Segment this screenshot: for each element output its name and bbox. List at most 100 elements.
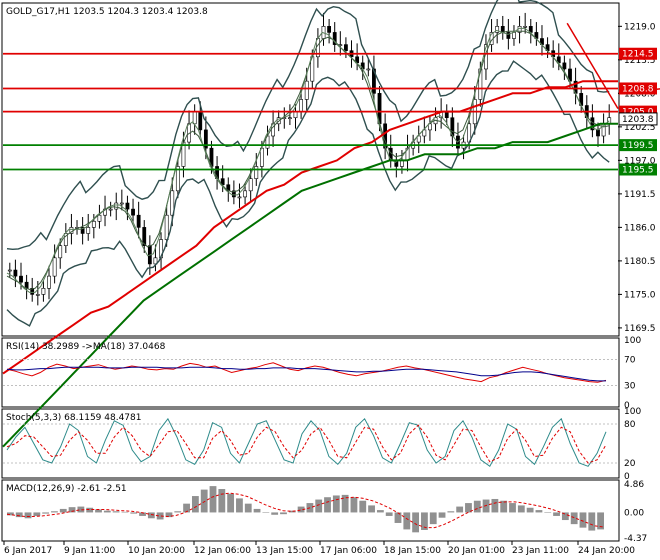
price-tick-label: 1180.5 xyxy=(624,257,656,267)
stoch-title: Stoch(5,3,3) 68.1159 48.4781 xyxy=(6,413,141,423)
candle-body xyxy=(299,99,303,112)
candle-body xyxy=(7,269,12,272)
macd-bar xyxy=(174,511,182,513)
candle-body xyxy=(243,190,247,198)
candle-body xyxy=(47,275,51,289)
macd-bar xyxy=(359,500,367,513)
stoch-tick-label: 0 xyxy=(624,472,630,482)
price-tick-label: 1213.5 xyxy=(624,56,656,66)
candle-body xyxy=(164,214,169,240)
time-tick-label: 6 Jan 2017 xyxy=(4,546,52,556)
price-tick-label: 1197.0 xyxy=(624,156,656,166)
macd-bar xyxy=(7,512,14,516)
rsi-ma-line xyxy=(6,366,606,382)
macd-bar xyxy=(473,500,481,513)
macd-bar xyxy=(33,512,41,516)
candle-body xyxy=(254,166,259,179)
rsi-panel-frame xyxy=(1,337,620,408)
trendline xyxy=(566,22,619,109)
current-price-tag xyxy=(618,112,658,126)
time-tick-label: 18 Jan 15:00 xyxy=(384,546,441,556)
main-title: GOLD_G17,H1 1203.5 1204.3 1203.4 1203.8 xyxy=(6,7,208,17)
candle-body xyxy=(142,227,147,246)
sma-faster xyxy=(6,27,610,293)
macd-plot[interactable] xyxy=(6,486,605,533)
macd-bar xyxy=(280,512,287,515)
candle-body xyxy=(86,227,91,234)
candle-body xyxy=(259,147,264,167)
time-tick-label: 13 Jan 15:00 xyxy=(256,546,313,556)
candle-body xyxy=(198,111,203,131)
macd-bar xyxy=(95,509,102,513)
macd-bar xyxy=(183,503,190,513)
macd-bar xyxy=(42,512,50,514)
macd-bar xyxy=(191,496,199,513)
rsi-tick-label: 0 xyxy=(624,401,630,411)
macd-bar xyxy=(368,505,375,513)
macd-tick-label: 4.86 xyxy=(624,480,644,490)
macd-tick-label: -4.37 xyxy=(624,534,647,544)
candle-body xyxy=(41,288,46,295)
candle-body xyxy=(114,202,119,210)
rsi-title: RSI(14) 38.2989 ->MA(18) 37.0468 xyxy=(6,342,166,352)
candle-body xyxy=(192,111,197,125)
macd-bar xyxy=(438,512,446,518)
axes: 1219.01213.51208.01202.51197.01191.51186… xyxy=(3,22,658,556)
price-plot[interactable] xyxy=(2,0,660,448)
macd-bar xyxy=(421,512,428,530)
candle-body xyxy=(80,227,85,234)
macd-bar xyxy=(121,511,129,513)
macd-bar xyxy=(429,512,437,525)
macd-bar xyxy=(262,512,270,513)
macd-bar xyxy=(394,512,402,523)
macd-bar xyxy=(526,507,534,513)
price-tick-label: 1175.0 xyxy=(624,290,656,300)
macd-bar xyxy=(77,506,85,513)
macd-bar xyxy=(412,512,420,533)
candle-body xyxy=(97,214,102,222)
macd-bar xyxy=(24,512,32,519)
bollinger-lower xyxy=(6,60,610,327)
candle-body xyxy=(304,80,309,100)
macd-bar xyxy=(544,512,552,513)
candle-body xyxy=(562,62,567,70)
macd-bar xyxy=(68,507,76,513)
candle-body xyxy=(203,129,208,149)
macd-bar xyxy=(227,493,235,513)
candle-body xyxy=(13,269,18,277)
macd-bar xyxy=(271,512,279,515)
macd-bar xyxy=(465,503,472,513)
macd-bar xyxy=(535,510,543,513)
macd-bar xyxy=(517,505,525,513)
level-tag-label: 1208.8 xyxy=(622,84,654,94)
level-tag xyxy=(619,163,657,176)
macd-bar xyxy=(500,500,508,513)
candle-body xyxy=(248,178,253,192)
candle-body xyxy=(327,26,332,33)
stoch-plot[interactable] xyxy=(3,417,618,468)
stoch-tick-label: 20 xyxy=(624,459,636,469)
rsi-plot[interactable] xyxy=(3,359,618,386)
time-tick-label: 20 Jan 01:00 xyxy=(448,546,505,556)
time-tick-label: 24 Jan 20:00 xyxy=(578,546,635,556)
macd-bar xyxy=(332,495,340,513)
time-tick-label: 12 Jan 06:00 xyxy=(194,546,251,556)
candle-body xyxy=(175,166,180,192)
level-tag-label: 1199.5 xyxy=(622,141,654,151)
stoch-main-line xyxy=(6,417,607,468)
rsi-tick-label: 30 xyxy=(624,382,636,392)
macd-bar xyxy=(209,486,217,513)
macd-bar xyxy=(244,503,252,513)
macd-bar xyxy=(236,498,243,513)
macd-bar xyxy=(288,510,296,513)
candle-body xyxy=(495,26,500,33)
macd-bar xyxy=(200,489,208,513)
macd-bar xyxy=(509,503,516,513)
macd-bar xyxy=(147,512,155,519)
candle-body xyxy=(125,202,130,210)
macd-bar xyxy=(130,512,138,514)
candle-body xyxy=(237,196,242,199)
macd-bar xyxy=(597,512,604,530)
current-price-label: 1203.8 xyxy=(622,115,654,125)
